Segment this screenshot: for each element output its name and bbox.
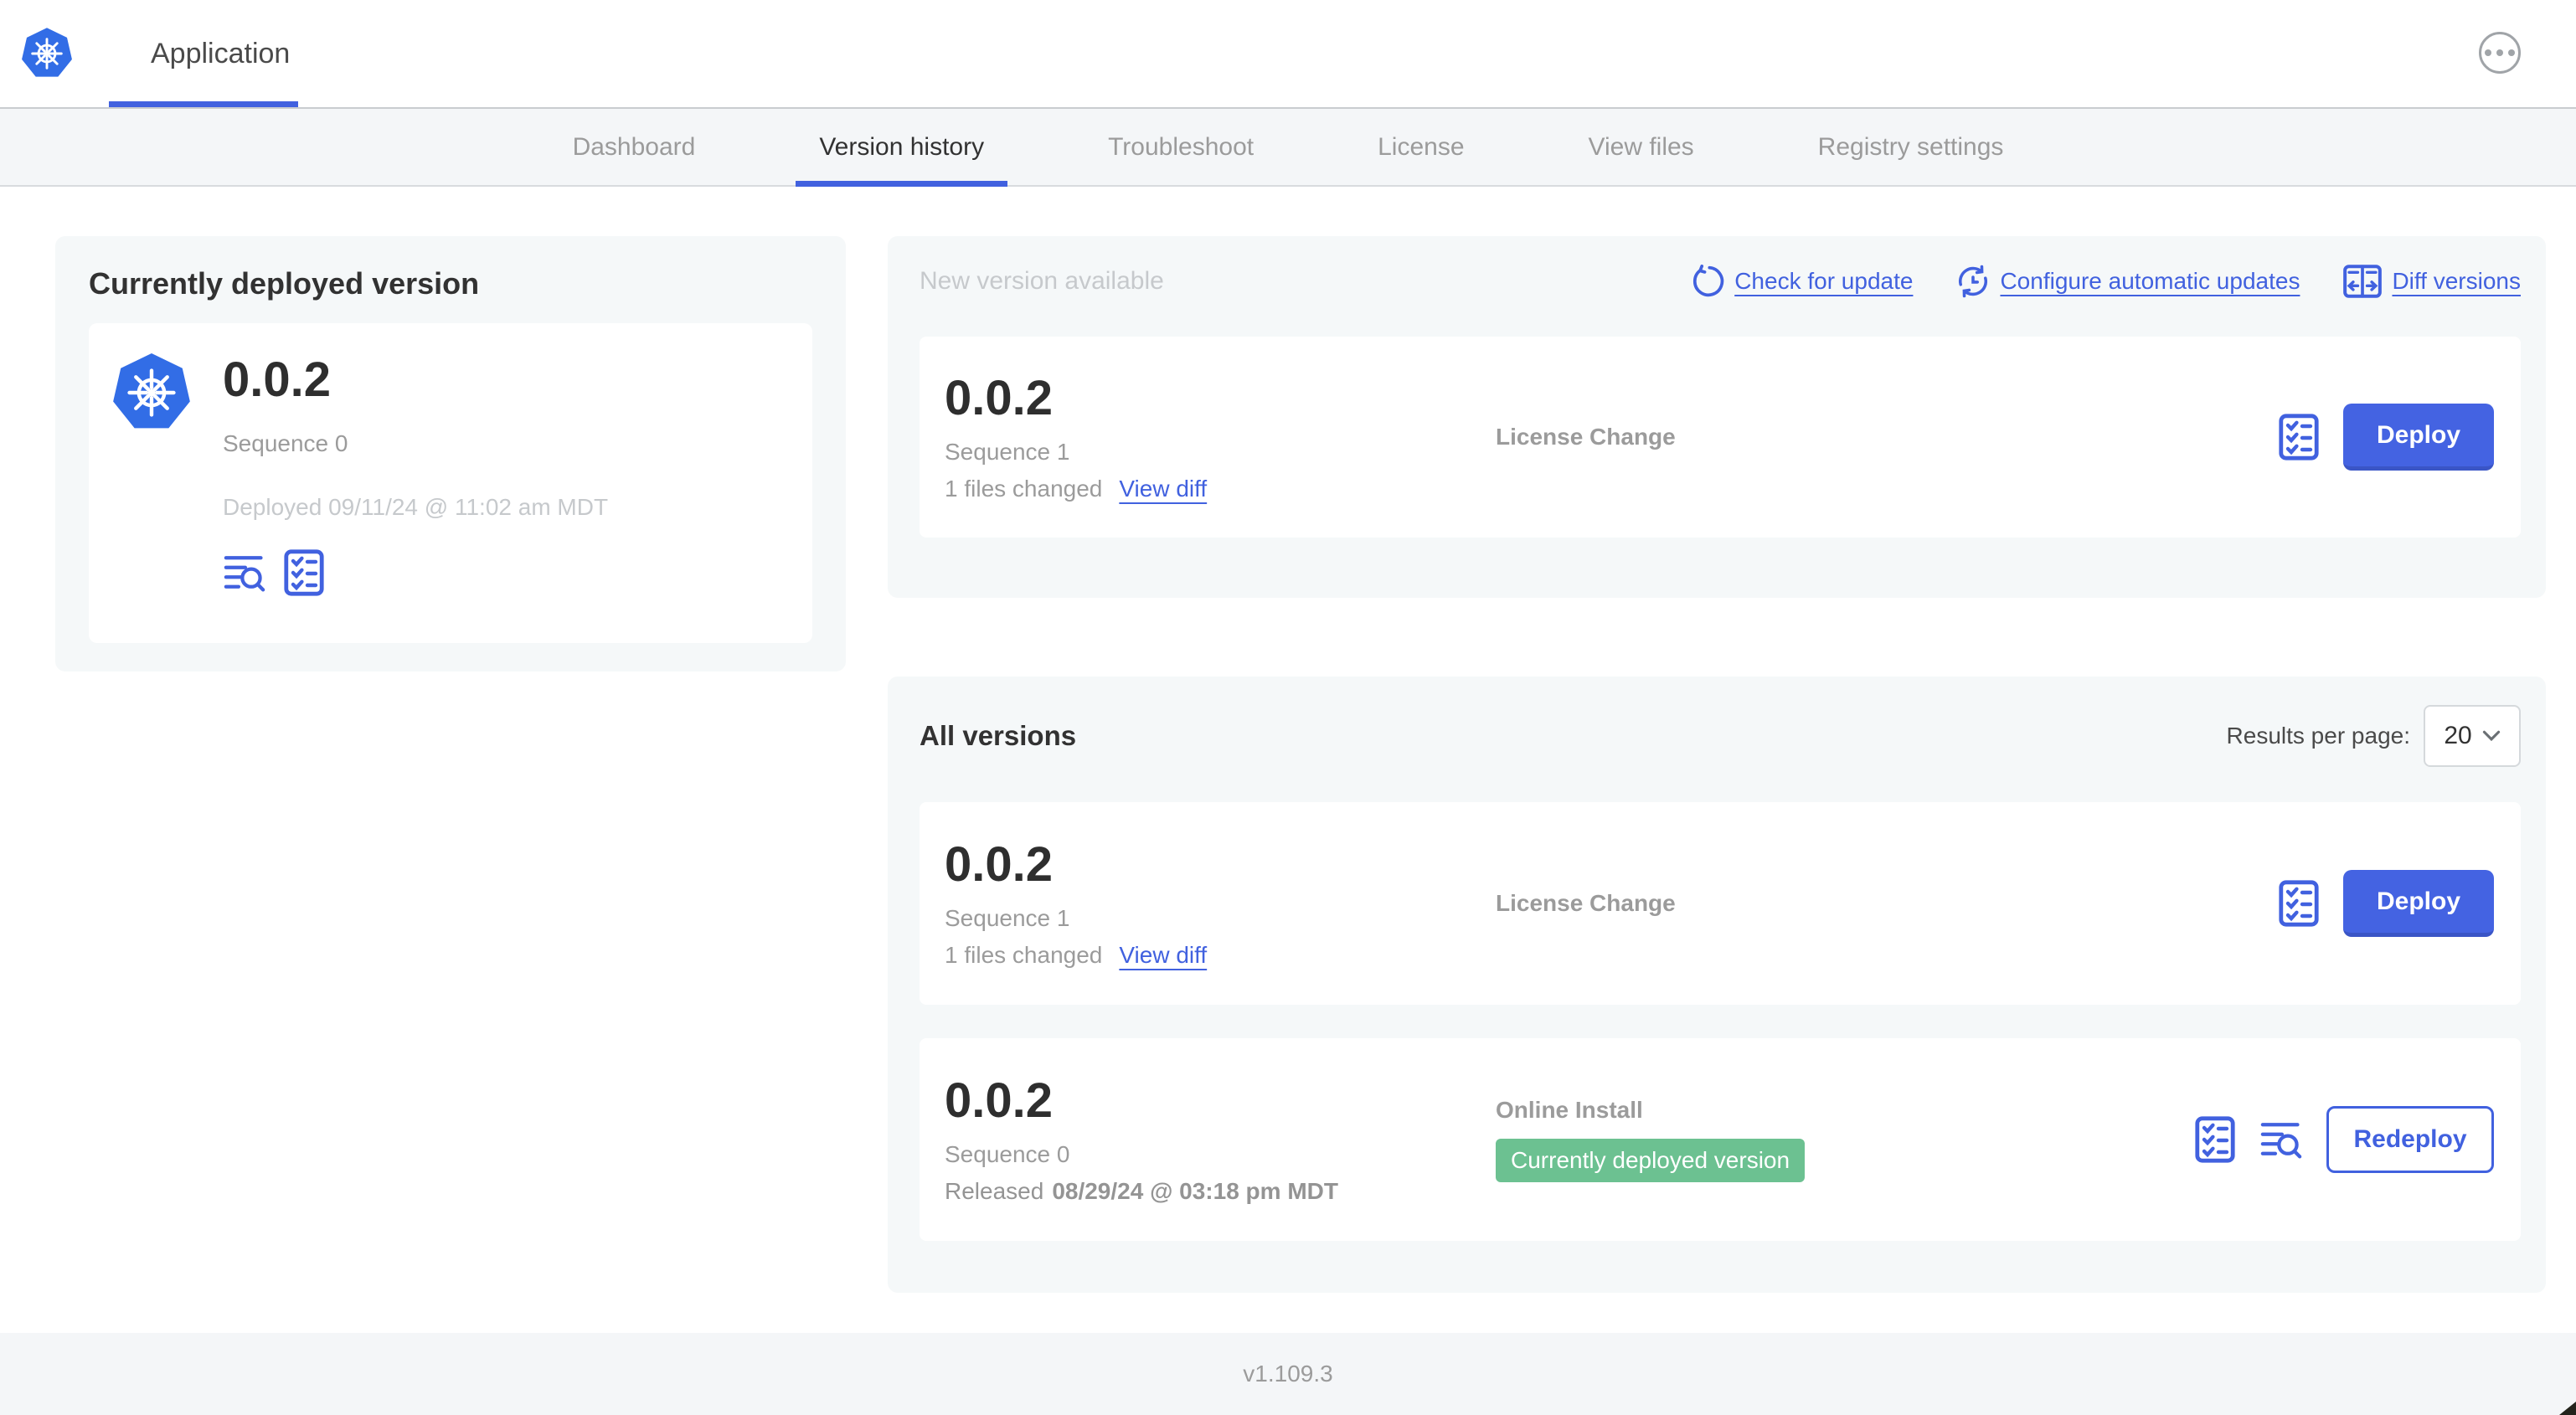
active-app-underline	[109, 101, 298, 107]
version-actions: Check for update Configur	[1691, 265, 2521, 298]
kubernetes-logo-icon	[20, 27, 74, 80]
new-version-sequence: Sequence 1	[945, 438, 1070, 465]
screen-corner-artifact	[2559, 1402, 2576, 1415]
deployed-version-number: 0.0.2	[223, 352, 331, 407]
tab-dashboard[interactable]: Dashboard	[572, 132, 696, 161]
new-version-card: 0.0.2 Sequence 1 1 files changed View di…	[920, 337, 2521, 538]
overflow-menu-button[interactable]	[2479, 32, 2521, 74]
app-footer: v1.109.3	[0, 1333, 2576, 1415]
tab-registry-settings[interactable]: Registry settings	[1817, 132, 2004, 161]
app-title-nav-item[interactable]: Application	[151, 37, 291, 69]
chevron-down-icon	[2482, 730, 2501, 742]
redeploy-button[interactable]: Redeploy	[2326, 1106, 2494, 1173]
version-source-label: License Change	[1496, 424, 1676, 450]
preflight-checks-button[interactable]	[2278, 880, 2320, 927]
preflight-checks-button[interactable]	[2194, 1116, 2236, 1163]
deploy-button[interactable]: Deploy	[2343, 870, 2494, 937]
diff-versions-icon	[2343, 265, 2383, 298]
currently-deployed-title: Currently deployed version	[89, 266, 480, 301]
main-content: Currently deployed version 0.0.2	[0, 187, 2576, 1293]
currently-deployed-badge: Currently deployed version	[1496, 1139, 1806, 1182]
configure-automatic-updates-link[interactable]: Configure automatic updates	[1956, 265, 2300, 298]
version-source-label: Online Install	[1496, 1097, 1643, 1123]
new-version-number: 0.0.2	[945, 371, 1053, 426]
currently-deployed-card: 0.0.2 Sequence 0 Deployed 09/11/24 @ 11:…	[89, 323, 812, 643]
view-logs-button[interactable]	[223, 553, 266, 592]
deployed-timestamp: Deployed 09/11/24 @ 11:02 am MDT	[223, 493, 609, 520]
logs-icon	[223, 553, 266, 592]
row-sequence: Sequence 1	[945, 904, 1070, 931]
new-version-title: New version available	[920, 267, 1164, 295]
files-changed-count: 1 files changed	[945, 475, 1103, 502]
view-diff-link[interactable]: View diff	[1119, 475, 1208, 502]
refresh-icon	[1691, 265, 1724, 298]
tab-license[interactable]: License	[1378, 132, 1465, 161]
view-logs-button[interactable]	[2259, 1120, 2303, 1159]
preflight-checks-button[interactable]	[2278, 414, 2320, 461]
version-row: 0.0.2 Sequence 0 Released 08/29/24 @ 03:1…	[920, 1038, 2521, 1241]
checklist-icon	[2278, 880, 2320, 927]
checklist-icon	[283, 549, 325, 596]
checklist-icon	[2194, 1116, 2236, 1163]
version-source-label: License Change	[1496, 890, 1676, 916]
kubernetes-app-icon	[111, 352, 193, 434]
tab-troubleshoot[interactable]: Troubleshoot	[1108, 132, 1255, 161]
all-versions-panel: All versions Results per page: 20 0.0.2 …	[888, 677, 2546, 1293]
right-column: New version available Check for update	[888, 236, 2546, 1293]
ellipsis-icon	[2485, 49, 2515, 56]
row-sequence: Sequence 0	[945, 1140, 1070, 1167]
row-version-number: 0.0.2	[945, 837, 1053, 893]
results-per-page-label: Results per page:	[2226, 723, 2410, 749]
diff-versions-link[interactable]: Diff versions	[2343, 265, 2521, 298]
view-diff-link[interactable]: View diff	[1119, 941, 1208, 968]
tab-version-history[interactable]: Version history	[757, 109, 1046, 187]
console-version: v1.109.3	[1243, 1361, 1333, 1387]
results-per-page-select[interactable]: 20	[2424, 705, 2521, 767]
files-changed-count: 1 files changed	[945, 941, 1103, 968]
logs-icon	[2259, 1120, 2303, 1159]
deployed-sequence: Sequence 0	[223, 430, 348, 456]
preflight-checks-button[interactable]	[283, 549, 325, 596]
page-tabbar: Dashboard Version history Troubleshoot L…	[0, 107, 2576, 187]
auto-update-clock-icon	[1956, 265, 1990, 298]
released-timestamp: 08/29/24 @ 03:18 pm MDT	[1052, 1177, 1338, 1204]
app-header: Application	[0, 0, 2576, 107]
row-version-number: 0.0.2	[945, 1073, 1053, 1129]
all-versions-title: All versions	[920, 720, 1077, 751]
currently-deployed-panel: Currently deployed version 0.0.2	[55, 236, 846, 671]
tab-view-files[interactable]: View files	[1588, 132, 1694, 161]
check-for-update-link[interactable]: Check for update	[1691, 265, 1913, 298]
checklist-icon	[2278, 414, 2320, 461]
deploy-button[interactable]: Deploy	[2343, 404, 2494, 471]
version-row: 0.0.2 Sequence 1 1 files changed View di…	[920, 802, 2521, 1005]
new-version-panel: New version available Check for update	[888, 236, 2546, 598]
released-prefix: Released	[945, 1177, 1044, 1204]
